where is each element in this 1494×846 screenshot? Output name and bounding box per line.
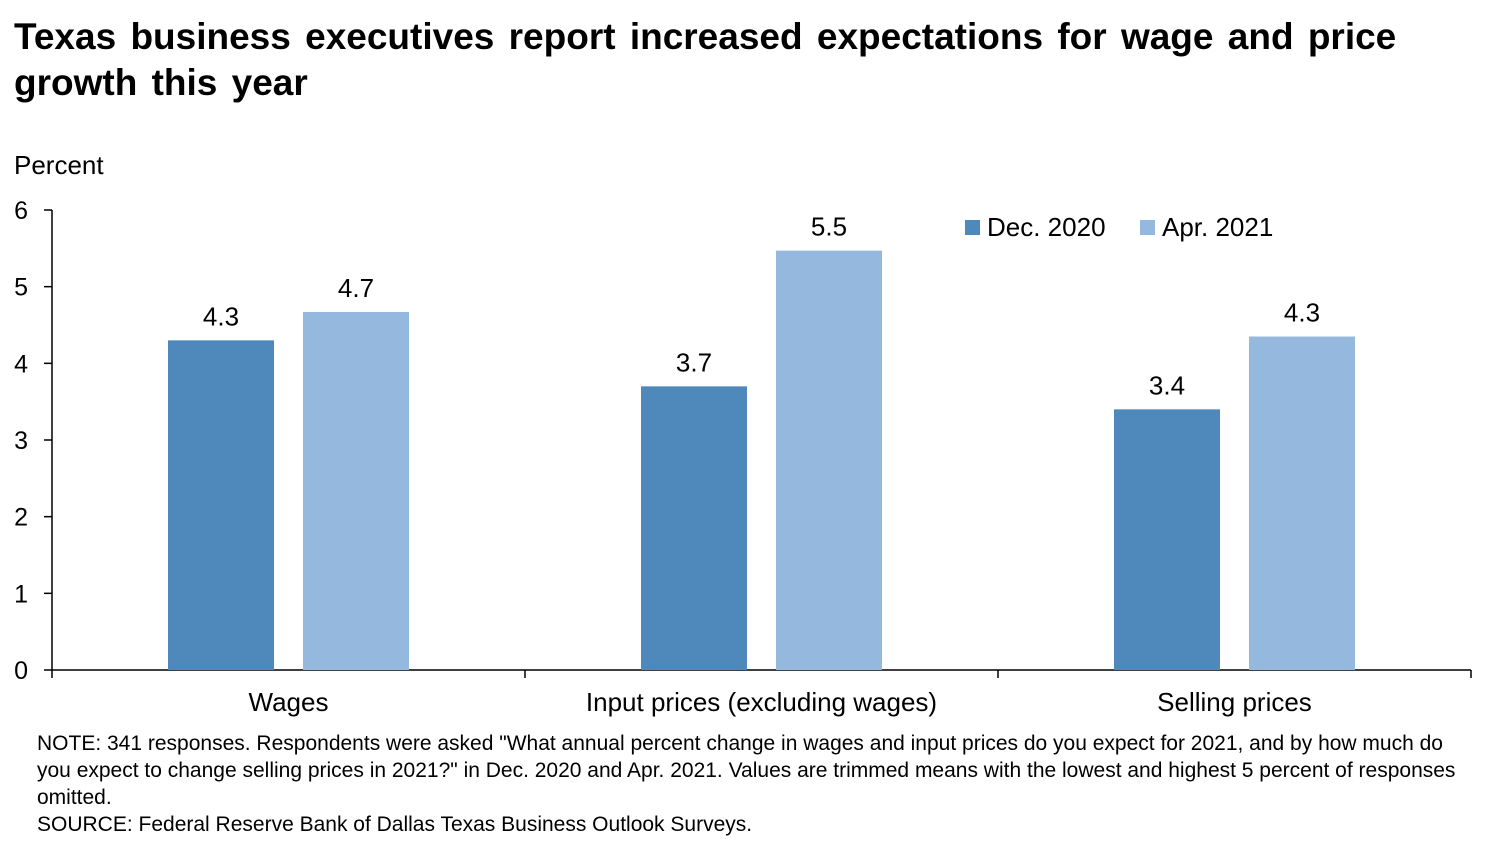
- y-tick-label: 5: [14, 274, 28, 302]
- y-tick-label: 4: [14, 350, 28, 378]
- y-tick-label: 0: [14, 657, 28, 685]
- data-label: 3.4: [1149, 370, 1185, 400]
- chart-title: Texas business executives report increas…: [14, 16, 1397, 103]
- x-tick-label: Wages: [249, 687, 329, 717]
- data-label: 5.5: [811, 212, 847, 242]
- y-axis-label: Percent: [14, 150, 104, 180]
- bar: [303, 311, 409, 670]
- bars: 4.3 4.7 3.7 5.5 3.4 4.3: [168, 212, 1355, 670]
- legend: Dec. 2020 Apr. 2021: [965, 212, 1273, 242]
- y-tick-label: 2: [14, 504, 28, 532]
- bar: [641, 386, 747, 670]
- legend-swatch: [965, 220, 980, 235]
- y-tick-label: 1: [14, 580, 28, 608]
- note-text: NOTE: 341 responses. Respondents were as…: [37, 732, 1456, 809]
- footnote: NOTE: 341 responses. Respondents were as…: [37, 730, 1477, 838]
- source-text: SOURCE: Federal Reserve Bank of Dallas T…: [37, 813, 753, 836]
- data-label: 4.3: [203, 301, 239, 331]
- bar: [168, 340, 274, 670]
- y-axis: 0 1 2 3 4 5 6: [14, 197, 53, 685]
- y-tick-label: 3: [14, 427, 28, 455]
- bar: [1114, 409, 1220, 670]
- legend-label: Apr. 2021: [1162, 212, 1273, 242]
- x-tick-label: Input prices (excluding wages): [586, 687, 937, 717]
- x-tick-label: Selling prices: [1157, 687, 1312, 717]
- data-label: 4.7: [338, 273, 374, 303]
- x-axis: Wages Input prices (excluding wages) Selli…: [51, 669, 1472, 717]
- data-label: 4.3: [1284, 298, 1320, 328]
- bar: [776, 250, 882, 670]
- data-label: 3.7: [676, 347, 712, 377]
- bar: [1249, 336, 1355, 670]
- legend-label: Dec. 2020: [987, 212, 1106, 242]
- y-tick-label: 6: [14, 197, 28, 225]
- legend-swatch: [1140, 220, 1155, 235]
